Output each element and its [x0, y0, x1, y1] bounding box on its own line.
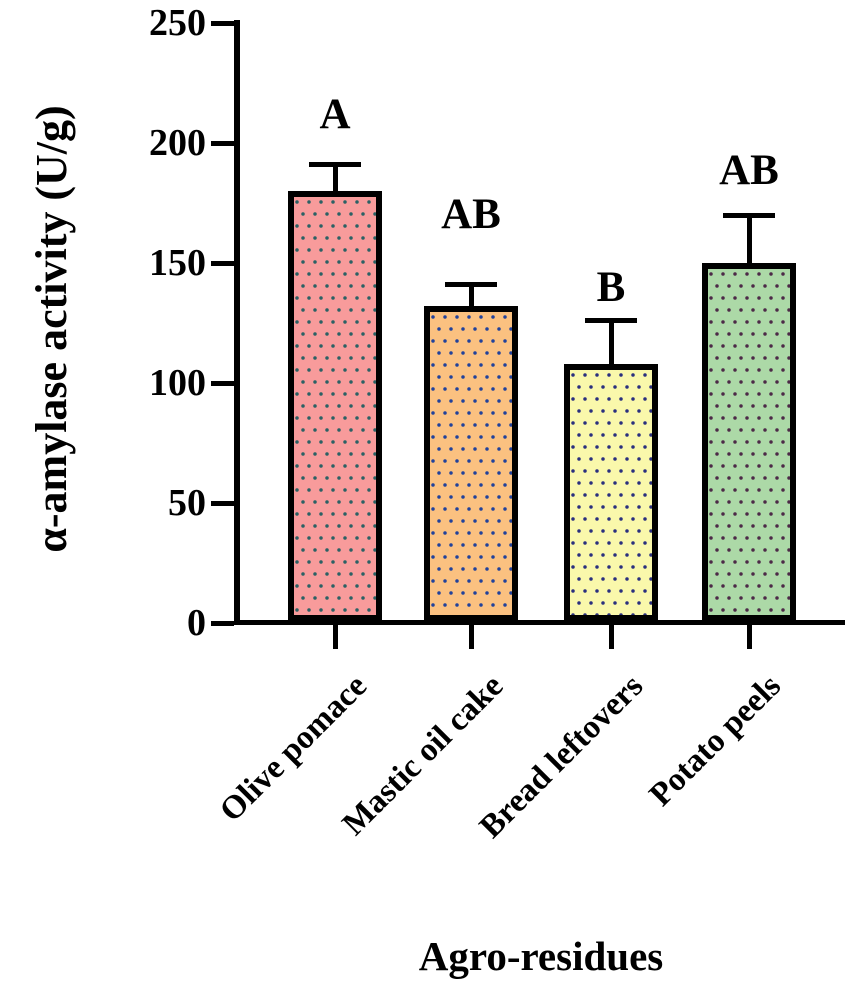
y-axis-tick [211, 20, 234, 26]
y-tick-label: 0 [187, 602, 206, 644]
y-axis-tick [211, 260, 234, 266]
y-tick-label: 50 [168, 482, 206, 524]
y-tick-label: 150 [149, 242, 206, 284]
bar [424, 306, 518, 621]
x-axis-tick [468, 625, 474, 649]
error-bar-cap [445, 282, 497, 287]
error-bar-cap [585, 318, 637, 323]
bar [702, 263, 796, 621]
error-bar-line [468, 282, 474, 308]
y-axis-tick [211, 380, 234, 386]
y-tick-label: 200 [149, 122, 206, 164]
error-bar-line [608, 318, 614, 366]
y-tick-label: 100 [149, 362, 206, 404]
y-axis-tick [211, 500, 234, 506]
bar [288, 191, 382, 621]
x-axis-tick [746, 625, 752, 649]
significance-letter: B [596, 264, 626, 311]
error-bar-cap [309, 162, 361, 167]
significance-letter: AB [441, 191, 501, 238]
error-bar-line [332, 162, 338, 193]
significance-letter: A [319, 91, 351, 138]
error-bar-cap [723, 213, 775, 218]
x-axis-title: Agro-residues [418, 933, 664, 979]
y-axis-line [234, 20, 240, 625]
significance-letter: AB [719, 147, 779, 194]
y-tick-label: 250 [149, 2, 206, 44]
x-axis-tick [332, 625, 338, 649]
error-bar-line [746, 213, 752, 265]
y-axis-tick [211, 620, 234, 626]
y-axis-tick [211, 140, 234, 146]
category-label: Potato peels [643, 668, 789, 814]
x-axis-line [234, 620, 845, 625]
bar [564, 364, 658, 621]
x-axis-tick [608, 625, 614, 649]
